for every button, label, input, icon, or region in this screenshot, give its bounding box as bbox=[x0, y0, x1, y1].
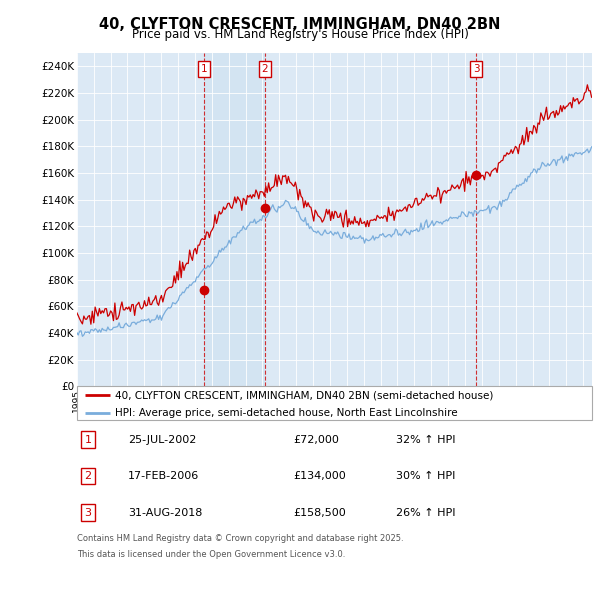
Text: 1: 1 bbox=[201, 64, 208, 74]
Text: £134,000: £134,000 bbox=[293, 471, 346, 481]
Text: £158,500: £158,500 bbox=[293, 508, 346, 517]
Text: Contains HM Land Registry data © Crown copyright and database right 2025.: Contains HM Land Registry data © Crown c… bbox=[77, 534, 403, 543]
Text: 30% ↑ HPI: 30% ↑ HPI bbox=[396, 471, 455, 481]
Text: Price paid vs. HM Land Registry's House Price Index (HPI): Price paid vs. HM Land Registry's House … bbox=[131, 28, 469, 41]
Bar bbox=[265, 53, 476, 386]
Text: HPI: Average price, semi-detached house, North East Lincolnshire: HPI: Average price, semi-detached house,… bbox=[115, 408, 458, 418]
Text: This data is licensed under the Open Government Licence v3.0.: This data is licensed under the Open Gov… bbox=[77, 550, 345, 559]
Text: 17-FEB-2006: 17-FEB-2006 bbox=[128, 471, 200, 481]
Text: 40, CLYFTON CRESCENT, IMMINGHAM, DN40 2BN (semi-detached house): 40, CLYFTON CRESCENT, IMMINGHAM, DN40 2B… bbox=[115, 391, 494, 401]
Text: 2: 2 bbox=[85, 471, 92, 481]
Text: 32% ↑ HPI: 32% ↑ HPI bbox=[396, 435, 455, 444]
Text: 31-AUG-2018: 31-AUG-2018 bbox=[128, 508, 203, 517]
Bar bbox=[205, 53, 265, 386]
Text: 25-JUL-2002: 25-JUL-2002 bbox=[128, 435, 197, 444]
Text: 40, CLYFTON CRESCENT, IMMINGHAM, DN40 2BN: 40, CLYFTON CRESCENT, IMMINGHAM, DN40 2B… bbox=[100, 17, 500, 31]
Text: £72,000: £72,000 bbox=[293, 435, 339, 444]
Text: 3: 3 bbox=[473, 64, 479, 74]
Text: 2: 2 bbox=[262, 64, 268, 74]
Text: 3: 3 bbox=[85, 508, 92, 517]
Text: 26% ↑ HPI: 26% ↑ HPI bbox=[396, 508, 455, 517]
Text: 1: 1 bbox=[85, 435, 92, 444]
